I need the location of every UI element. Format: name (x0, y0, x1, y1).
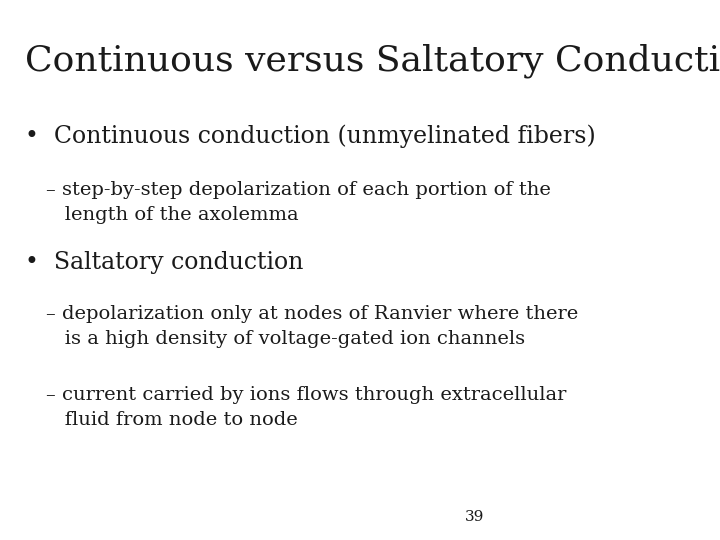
Text: – step-by-step depolarization of each portion of the
   length of the axolemma: – step-by-step depolarization of each po… (46, 181, 551, 224)
Text: – depolarization only at nodes of Ranvier where there
   is a high density of vo: – depolarization only at nodes of Ranvie… (46, 305, 578, 348)
Text: – current carried by ions flows through extracellular
   fluid from node to node: – current carried by ions flows through … (46, 386, 566, 429)
Text: •  Saltatory conduction: • Saltatory conduction (25, 251, 304, 274)
Text: •  Continuous conduction (unmyelinated fibers): • Continuous conduction (unmyelinated fi… (25, 124, 596, 148)
Text: 39: 39 (465, 510, 485, 524)
Text: Continuous versus Saltatory Conduction: Continuous versus Saltatory Conduction (25, 43, 720, 78)
